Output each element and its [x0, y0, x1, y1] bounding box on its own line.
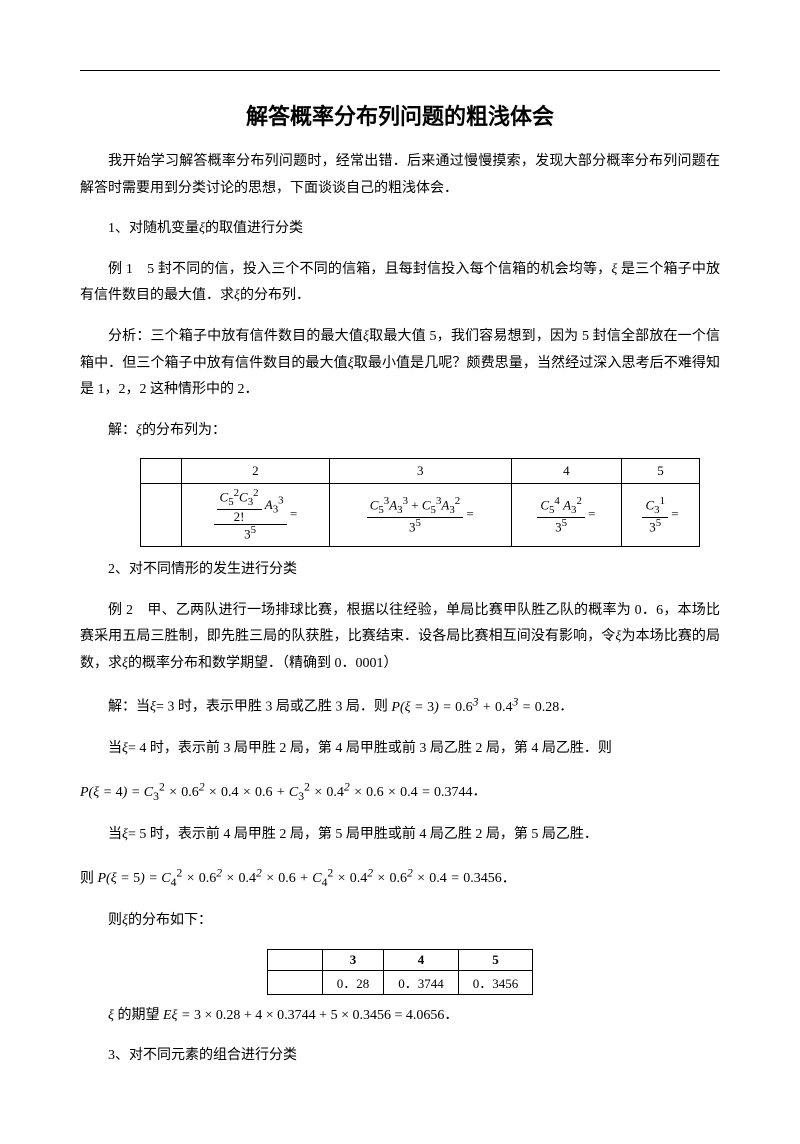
- table-cell: C52C322! A3335 =: [182, 484, 330, 547]
- intro-paragraph: 我开始学习解答概率分布列问题时，经常出错．后来通过慢慢摸索，发现大部分概率分布列…: [80, 149, 720, 202]
- section-1-heading: 1、对随机变量ξ的取值进行分类: [80, 216, 720, 243]
- example-2-case-5-eq: 则 P(ξ = 5) = C42 × 0.62 × 0.42 × 0.6 + C…: [80, 863, 720, 895]
- example-1-solution-lead: 解：ξ的分布列为：: [80, 418, 720, 445]
- top-horizontal-rule: [80, 70, 720, 71]
- table-cell: 0．3744: [384, 970, 459, 994]
- section-3-heading: 3、对不同元素的组合进行分类: [80, 1043, 720, 1070]
- document-page: 解答概率分布列问题的粗浅体会 我开始学习解答概率分布列问题时，经常出错．后来通过…: [0, 0, 800, 1144]
- table-header: 2: [182, 459, 330, 484]
- example-2-expectation: ξ 的期望 Eξ = 3 × 0.28 + 4 × 0.3744 + 5 × 0…: [80, 1003, 720, 1030]
- table-cell: C54 A3235 =: [511, 484, 621, 547]
- table-header: 4: [511, 459, 621, 484]
- table-row: C52C322! A3335 = C53A33 + C53A3235 = C54…: [141, 484, 700, 547]
- example-2-case-3: 解：当ξ= 3 时，表示甲胜 3 局或乙胜 3 局．则 P(ξ = 3) = 0…: [80, 691, 720, 721]
- example-2-case-4-text: 当ξ= 4 时，表示前 3 局甲胜 2 局，第 4 局甲胜或前 3 局乙胜 2 …: [80, 736, 720, 763]
- example-2-case-4-eq: P(ξ = 4) = C32 × 0.62 × 0.4 × 0.6 + C32 …: [80, 776, 720, 808]
- table-header: 5: [622, 459, 700, 484]
- table-row: 0．28 0．3744 0．3456: [267, 970, 533, 994]
- section-2-heading: 2、对不同情形的发生进行分类: [80, 557, 720, 584]
- table-header-blank: [141, 459, 182, 484]
- table-header: 4: [384, 949, 459, 970]
- example-2-statement: 例 2 甲、乙两队进行一场排球比赛，根据以往经验，单局比赛甲队胜乙队的概率为 0…: [80, 598, 720, 678]
- table-header-blank: [267, 949, 322, 970]
- table-header: 5: [458, 949, 533, 970]
- table-row: 2 3 4 5: [141, 459, 700, 484]
- table-cell: 0．28: [322, 970, 384, 994]
- table-cell: 0．3456: [458, 970, 533, 994]
- table-header: 3: [329, 459, 511, 484]
- table-row: 3 4 5: [267, 949, 533, 970]
- document-title: 解答概率分布列问题的粗浅体会: [80, 99, 720, 131]
- table-cell-blank: [267, 970, 322, 994]
- table-cell: C3135 =: [622, 484, 700, 547]
- example-2-case-5-text: 当ξ= 5 时，表示前 4 局甲胜 2 局，第 5 局甲胜或前 4 局乙胜 2 …: [80, 822, 720, 849]
- distribution-table-2: 3 4 5 0．28 0．3744 0．3456: [267, 949, 534, 995]
- distribution-table-1: 2 3 4 5 C52C322! A3335 = C53A33 + C53A32…: [140, 458, 700, 547]
- example-2-dist-lead: 则ξ的分布如下：: [80, 908, 720, 935]
- table-cell-blank: [141, 484, 182, 547]
- table-cell: C53A33 + C53A3235 =: [329, 484, 511, 547]
- example-1-analysis: 分析：三个箱子中放有信件数目的最大值ξ取最大值 5，我们容易想到，因为 5 封信…: [80, 324, 720, 404]
- example-1-statement: 例 1 5 封不同的信，投入三个不同的信箱，且每封信投入每个信箱的机会均等，ξ …: [80, 257, 720, 310]
- table-header: 3: [322, 949, 384, 970]
